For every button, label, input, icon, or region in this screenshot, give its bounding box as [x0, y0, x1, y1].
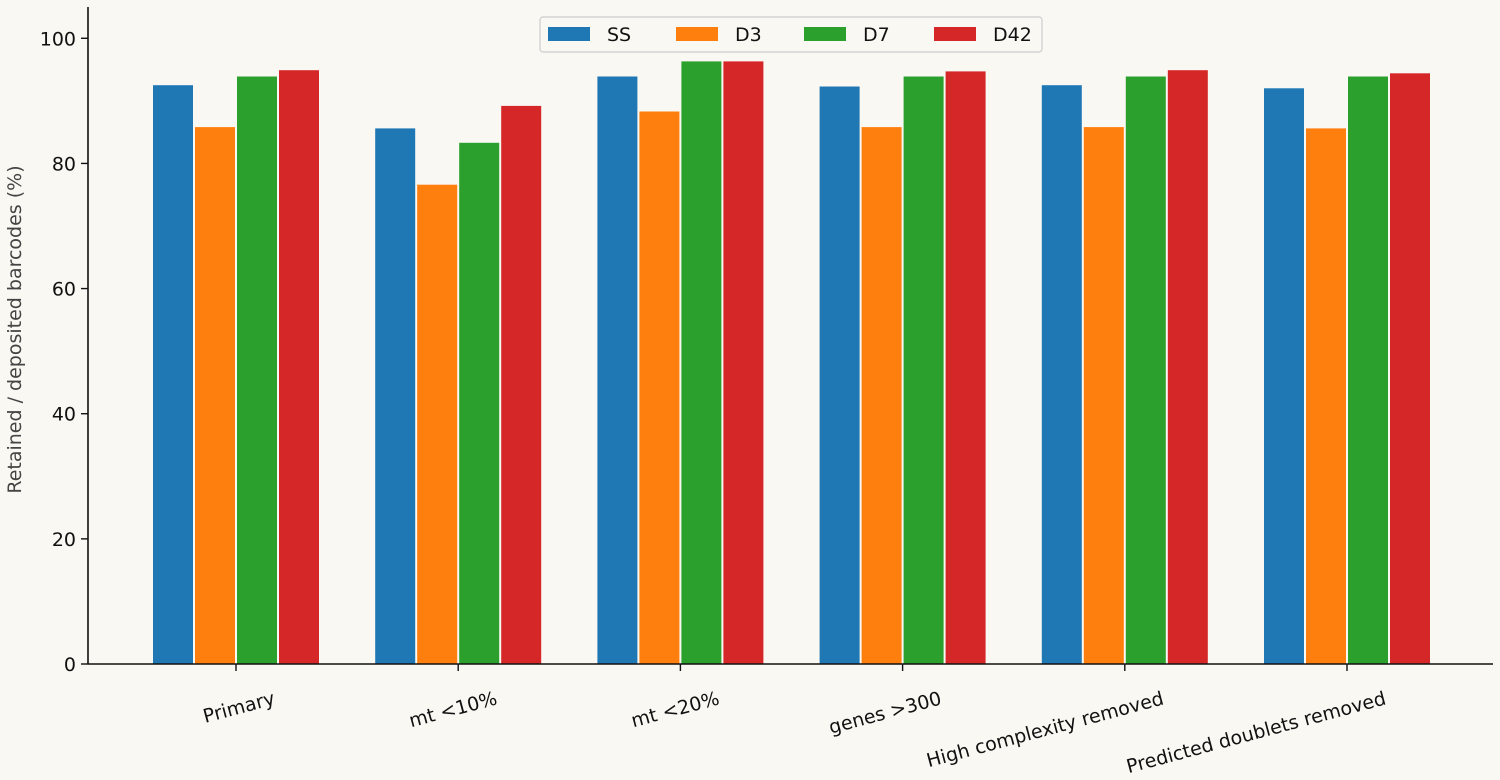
bar [1348, 76, 1388, 664]
legend-label: D42 [993, 24, 1032, 46]
bar [1125, 76, 1166, 664]
y-tick-label: 100 [40, 28, 76, 50]
bar [195, 127, 235, 665]
legend: SS D3 D7 D42 [539, 16, 1043, 53]
bars [153, 61, 1430, 665]
legend-swatch [934, 27, 976, 41]
bar [597, 76, 638, 664]
legend-label: SS [607, 24, 631, 46]
y-axis-title: Retained / deposited barcodes (%) [4, 165, 26, 493]
y-tick-label: 80 [52, 153, 76, 175]
bar [903, 76, 944, 664]
bar [501, 105, 542, 664]
bar [945, 71, 986, 664]
bar [861, 127, 902, 665]
bar [681, 61, 722, 664]
bar [237, 76, 277, 664]
x-tick-label: mt <20% [629, 688, 722, 733]
y-tick-label: 60 [52, 279, 76, 301]
bar [723, 61, 764, 664]
bar [1041, 85, 1082, 664]
bar [1167, 70, 1208, 664]
legend-swatch [804, 27, 846, 41]
y-tick-label: 0 [64, 654, 76, 676]
bar [639, 111, 680, 664]
bar [1264, 88, 1304, 665]
legend-box [539, 16, 1043, 53]
legend-swatch [548, 27, 590, 41]
bar [459, 142, 500, 665]
bar [375, 128, 416, 664]
bar [153, 85, 193, 664]
x-tick-label: mt <10% [407, 688, 500, 733]
legend-label: D3 [735, 24, 762, 46]
y-tick-label: 20 [52, 529, 76, 551]
legend-label: D7 [863, 24, 890, 46]
bar [1306, 128, 1346, 664]
legend-swatch [676, 27, 718, 41]
y-tick-label: 40 [52, 404, 76, 426]
bar [417, 184, 458, 664]
x-tick-label: Primary [201, 688, 278, 728]
bar [819, 86, 860, 664]
x-tick-label: genes >300 [827, 688, 944, 739]
bar [1083, 127, 1124, 665]
bar [1390, 73, 1430, 665]
bar [279, 70, 319, 664]
